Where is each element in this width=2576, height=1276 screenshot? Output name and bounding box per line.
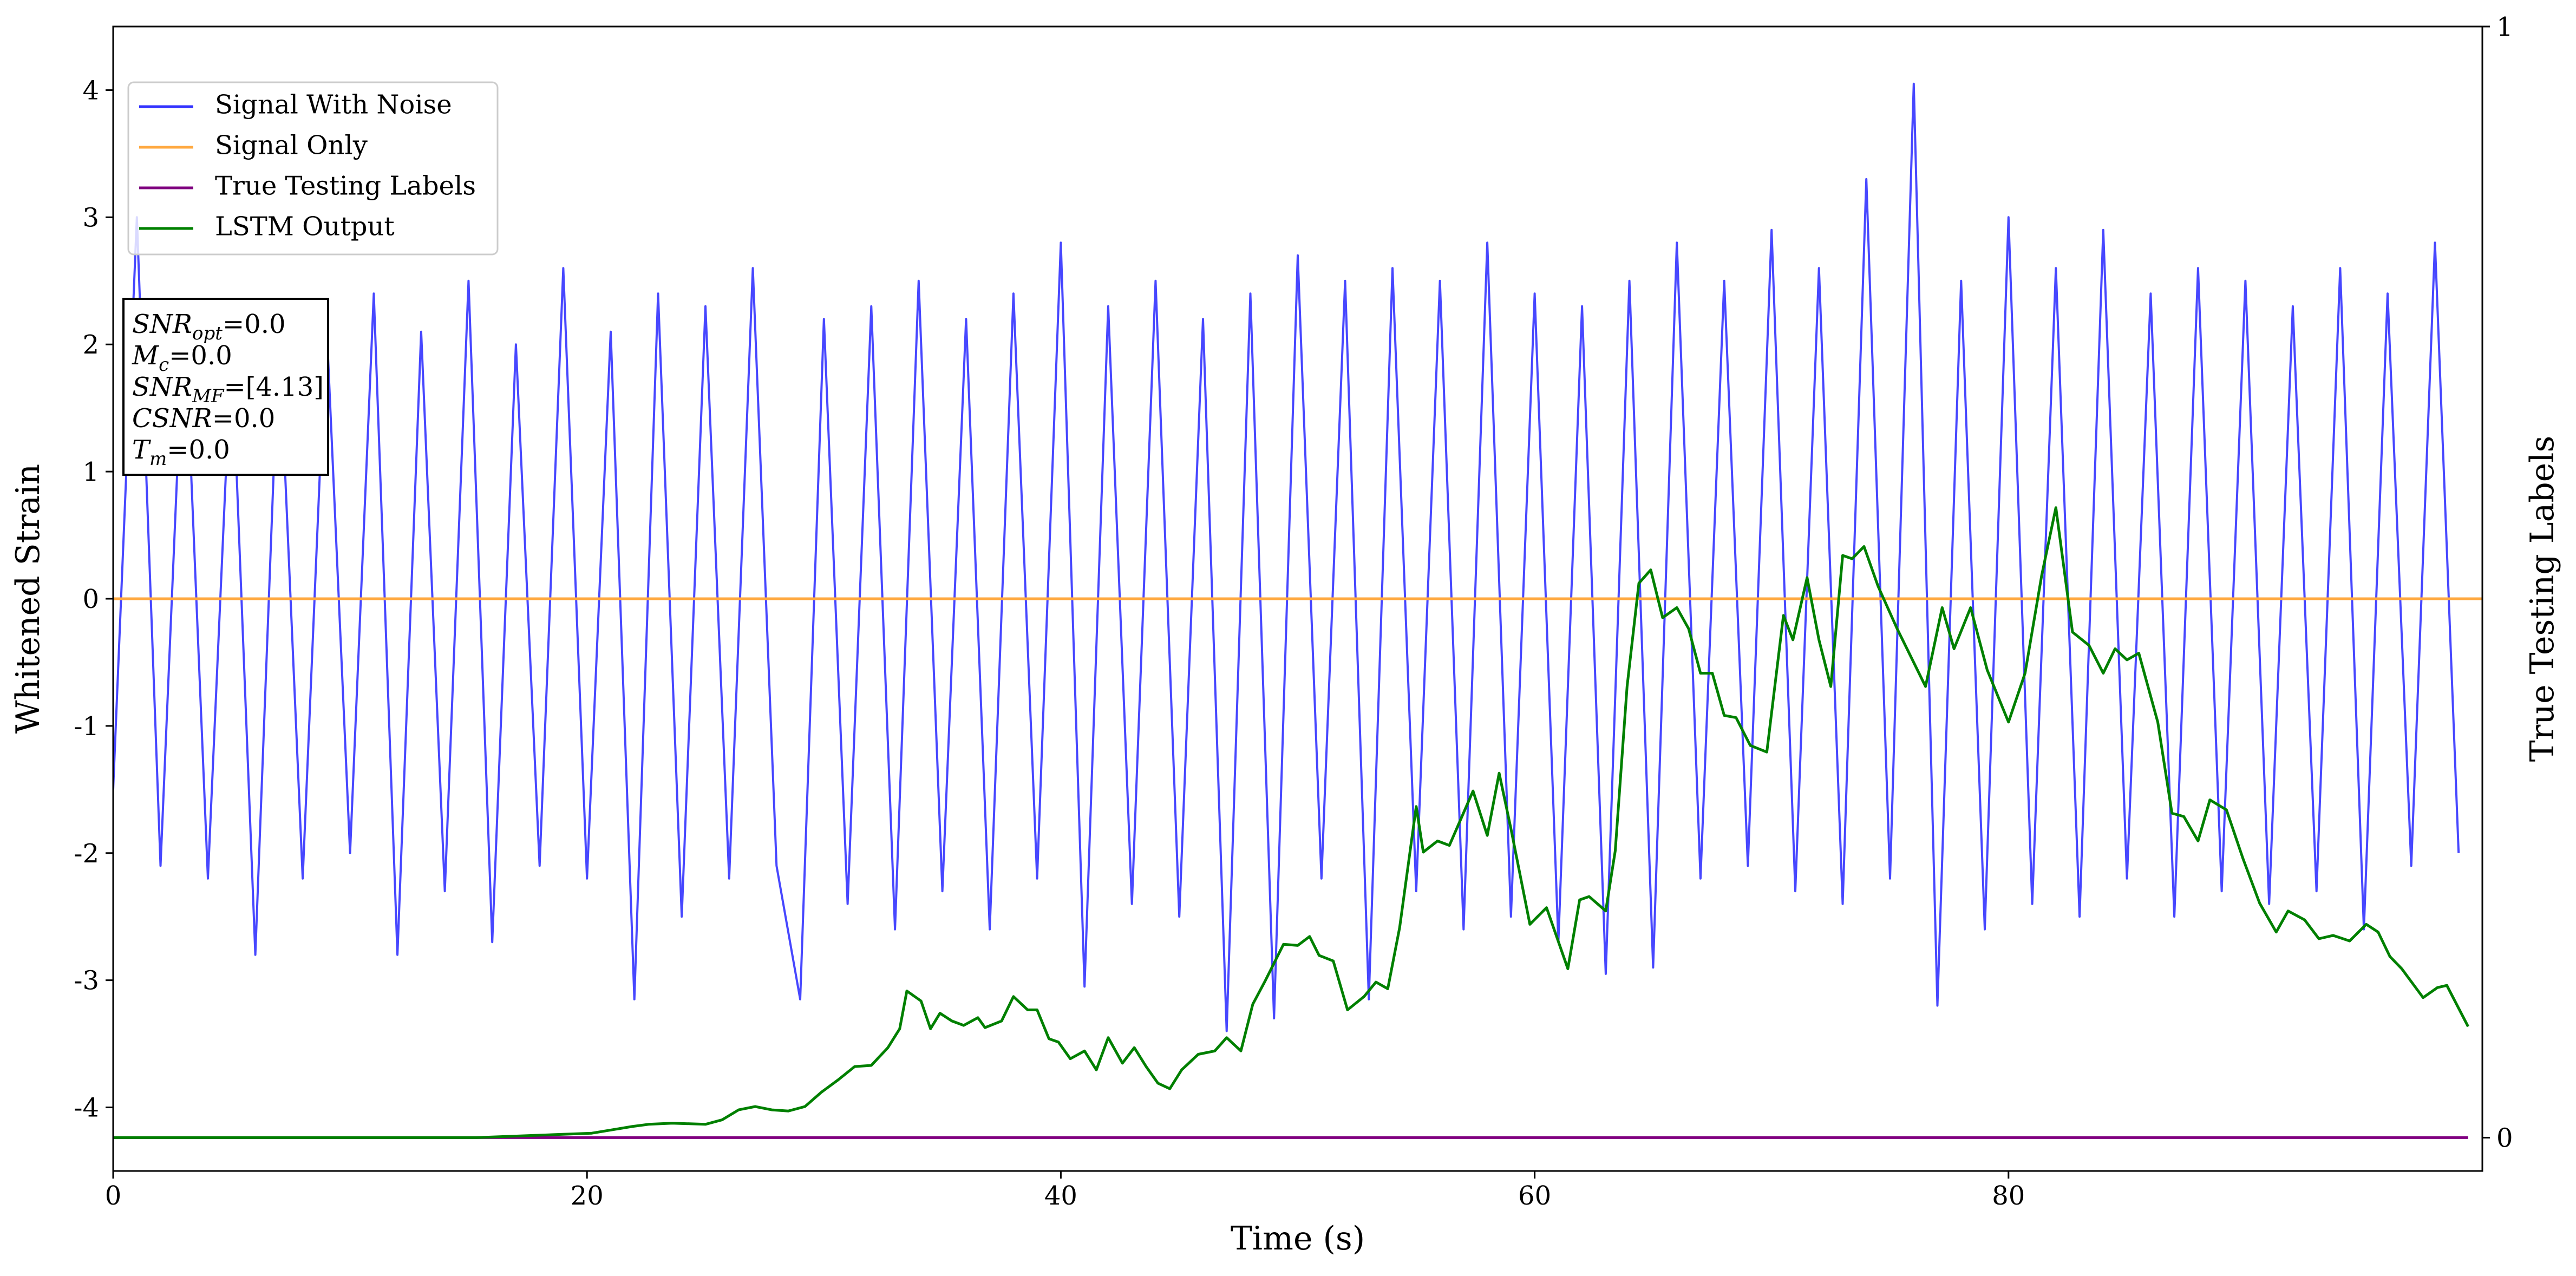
annotation-line: CSNR=0.0	[132, 403, 275, 434]
x-tick-label: 40	[1044, 1181, 1077, 1211]
annotation-sub: MF	[192, 385, 225, 407]
series-line	[113, 506, 2469, 1139]
y-tick-label: -1	[74, 711, 99, 742]
x-tick-label: 0	[105, 1181, 122, 1211]
x-tick-label: 20	[571, 1181, 604, 1211]
y-tick-label: 0	[82, 584, 99, 614]
legend-label: Signal With Noise	[215, 90, 452, 120]
annotation-value: =0.0	[169, 341, 232, 371]
y-tick-label: 2	[82, 330, 99, 360]
annotation-value: =[4.13]	[224, 372, 324, 402]
annotation-line: Mc=0.0	[132, 341, 232, 376]
annotation-value: =0.0	[167, 435, 230, 465]
annotation-line: Tm=0.0	[132, 435, 230, 470]
annotation-value: =0.0	[223, 309, 286, 339]
x-tick-label: 60	[1518, 1181, 1551, 1211]
legend-label: Signal Only	[215, 130, 368, 161]
y-tick-label: -2	[74, 839, 99, 869]
annotation-name: SNR	[132, 309, 192, 339]
annotation-line: SNRMF=[4.13]	[132, 372, 324, 407]
x-tick-label: 80	[1992, 1181, 2025, 1211]
annotation-name: M	[132, 341, 160, 371]
legend-label: True Testing Labels	[215, 171, 476, 201]
annotation-box	[122, 298, 329, 476]
annotation-sub: opt	[192, 323, 223, 344]
annotation-name: CSNR	[132, 403, 212, 434]
y-tick-label: -3	[74, 966, 99, 996]
y-tick-label: 1	[82, 457, 99, 487]
annotation-name: T	[132, 435, 151, 465]
y2-tick-label: 0	[2496, 1123, 2513, 1153]
legend-label: LSTM Output	[215, 212, 395, 242]
annotation-value: =0.0	[212, 403, 276, 434]
y2-tick-label: 1	[2496, 12, 2513, 42]
annotation-sub: c	[159, 354, 169, 376]
y2-axis-label: True Testing Labels	[2523, 436, 2561, 762]
annotation-sub: m	[149, 448, 167, 470]
x-axis-label: Time (s)	[1231, 1220, 1365, 1258]
y-tick-label: -4	[74, 1093, 99, 1123]
plot-frame	[112, 25, 2483, 1172]
annotation-line: SNRopt=0.0	[132, 309, 286, 344]
y-tick-label: 4	[82, 75, 99, 106]
y-tick-label: 3	[82, 202, 99, 233]
annotation-name: SNR	[132, 372, 192, 402]
legend-box	[127, 81, 499, 256]
y-axis-label: Whitened Strain	[9, 464, 47, 734]
